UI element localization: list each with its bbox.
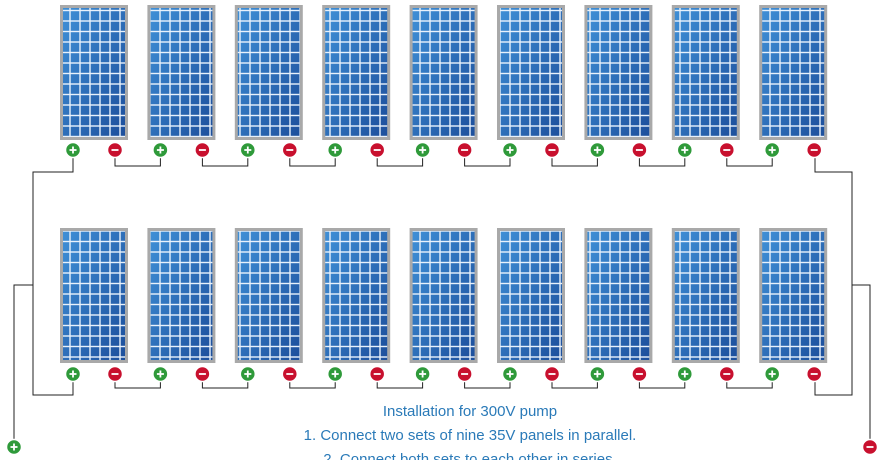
panel-grid — [674, 231, 737, 360]
panel-grid — [587, 8, 650, 137]
wire — [13, 284, 33, 447]
panel-grid — [150, 8, 213, 137]
panel-grid — [150, 231, 213, 360]
panel-grid — [237, 8, 300, 137]
wire — [814, 150, 853, 396]
panel-grid — [762, 231, 825, 360]
panels — [60, 5, 828, 363]
panel-grid — [412, 8, 475, 137]
caption-step: 2. Connect both sets to each other in se… — [323, 451, 617, 460]
panel-grid — [63, 8, 125, 137]
panel-grid — [63, 231, 125, 360]
caption-step: 1. Connect two sets of nine 35V panels i… — [304, 427, 637, 444]
wire — [32, 150, 74, 396]
panel-grid — [325, 231, 388, 360]
panel-grid — [762, 8, 825, 137]
panel-grid — [237, 231, 300, 360]
caption-title: Installation for 300V pump — [383, 403, 557, 420]
panel-grid — [500, 231, 562, 360]
panel-grid — [674, 8, 737, 137]
panel-grid — [587, 231, 650, 360]
panel-grid — [325, 8, 388, 137]
panel-grid — [412, 231, 475, 360]
panel-grid — [500, 8, 562, 137]
terminals — [5, 141, 878, 456]
wire — [852, 284, 871, 447]
